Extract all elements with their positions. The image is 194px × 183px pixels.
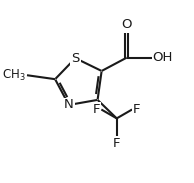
Text: F: F [93,103,100,116]
Text: N: N [64,98,74,111]
Text: OH: OH [152,51,173,64]
Text: CH$_3$: CH$_3$ [2,68,26,83]
Text: F: F [133,103,140,116]
Text: O: O [121,18,132,31]
Text: S: S [71,52,80,65]
Text: F: F [113,137,120,150]
